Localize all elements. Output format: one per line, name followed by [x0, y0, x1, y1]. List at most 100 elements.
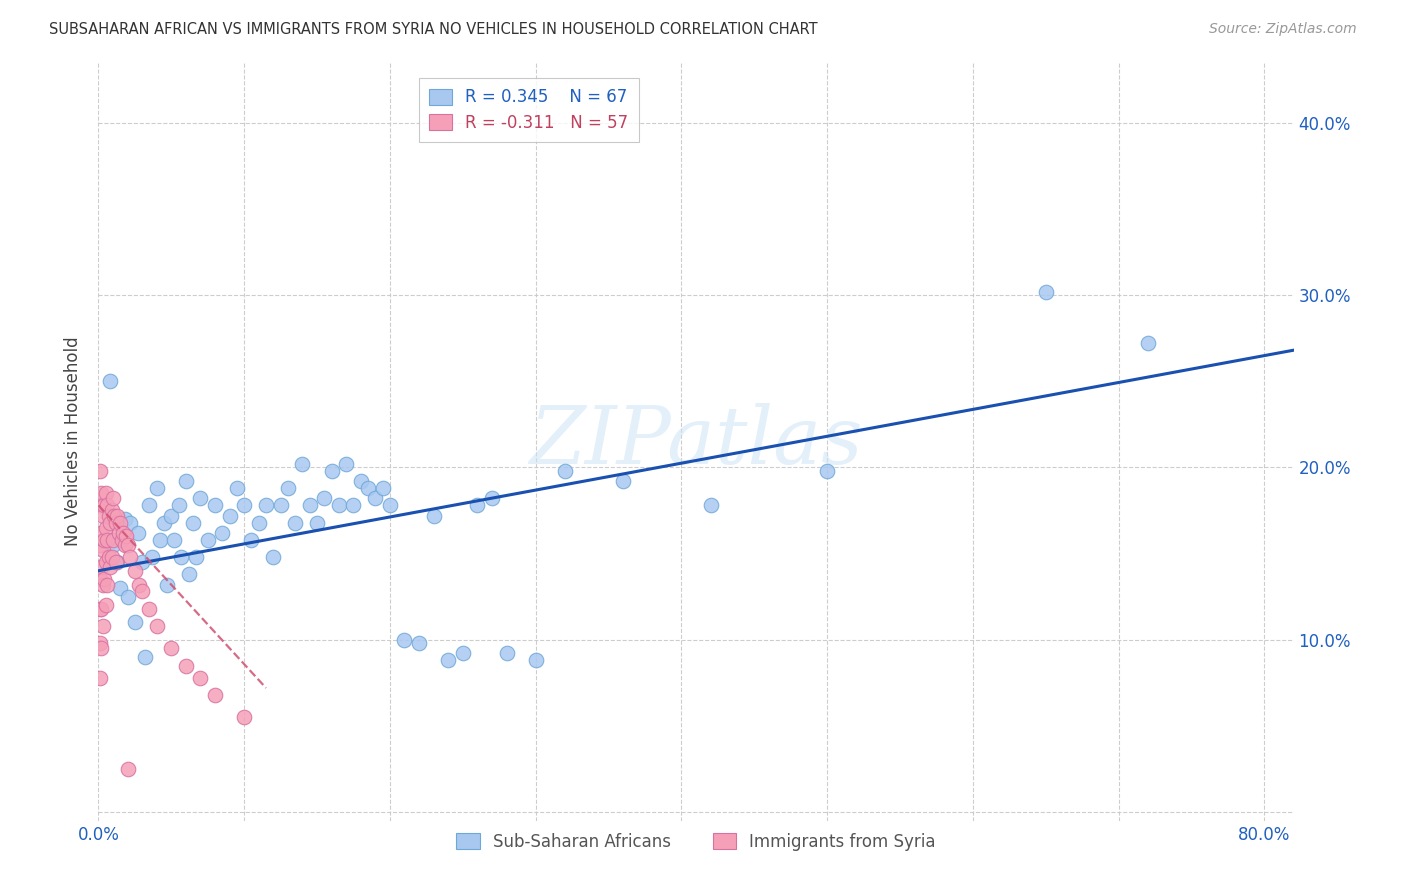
Point [131, 555, 153, 569]
Point [96, 498, 118, 512]
Point [422, 508, 444, 523]
Point [97, 508, 120, 523]
Point [451, 647, 474, 661]
Point [105, 555, 128, 569]
Point [815, 464, 838, 478]
Point [89, 573, 111, 587]
Point [117, 590, 139, 604]
Point [270, 498, 292, 512]
Point [131, 584, 153, 599]
Text: Source: ZipAtlas.com: Source: ZipAtlas.com [1209, 22, 1357, 37]
Point [240, 533, 263, 547]
Point [467, 498, 489, 512]
Point [138, 601, 160, 615]
Point [114, 538, 136, 552]
Point [218, 508, 240, 523]
Point [350, 474, 373, 488]
Point [291, 457, 314, 471]
Y-axis label: No Vehicles in Household: No Vehicles in Household [65, 336, 83, 547]
Point [204, 498, 226, 512]
Point [371, 481, 394, 495]
Point [1136, 336, 1159, 351]
Point [254, 498, 277, 512]
Point [181, 516, 204, 530]
Point [233, 710, 256, 724]
Point [89, 464, 111, 478]
Point [98, 516, 121, 530]
Point [90, 486, 112, 500]
Point [335, 457, 357, 471]
Point [156, 577, 179, 591]
Point [357, 481, 380, 495]
Point [247, 516, 270, 530]
Point [127, 525, 149, 540]
Point [97, 549, 120, 564]
Point [93, 498, 115, 512]
Point [394, 632, 416, 647]
Point [89, 498, 111, 512]
Point [138, 498, 160, 512]
Point [190, 491, 212, 506]
Point [699, 498, 721, 512]
Point [124, 615, 146, 630]
Point [111, 533, 134, 547]
Point [524, 653, 547, 667]
Point [211, 525, 233, 540]
Point [145, 619, 167, 633]
Point [233, 498, 256, 512]
Point [91, 508, 114, 523]
Point [328, 498, 350, 512]
Point [160, 508, 183, 523]
Point [100, 503, 122, 517]
Legend: Sub-Saharan Africans, Immigrants from Syria: Sub-Saharan Africans, Immigrants from Sy… [450, 827, 942, 858]
Point [89, 671, 111, 685]
Point [105, 508, 128, 523]
Point [117, 762, 139, 776]
Point [110, 516, 132, 530]
Point [115, 529, 138, 543]
Point [197, 533, 219, 547]
Point [114, 512, 136, 526]
Point [91, 543, 114, 558]
Point [94, 599, 117, 613]
Point [364, 491, 387, 506]
Point [612, 474, 634, 488]
Point [408, 636, 430, 650]
Point [284, 516, 307, 530]
Point [305, 516, 328, 530]
Text: SUBSAHARAN AFRICAN VS IMMIGRANTS FROM SYRIA NO VEHICLES IN HOUSEHOLD CORRELATION: SUBSAHARAN AFRICAN VS IMMIGRANTS FROM SY… [49, 22, 818, 37]
Point [104, 516, 127, 530]
Point [93, 533, 115, 547]
Point [145, 481, 167, 495]
Point [89, 601, 111, 615]
Point [90, 560, 112, 574]
Point [298, 498, 321, 512]
Point [167, 498, 190, 512]
Point [90, 601, 112, 615]
Point [90, 525, 112, 540]
Point [149, 533, 172, 547]
Point [124, 564, 146, 578]
Point [104, 555, 127, 569]
Point [117, 538, 139, 552]
Point [94, 555, 117, 569]
Point [91, 577, 114, 591]
Point [120, 549, 142, 564]
Point [98, 560, 121, 574]
Point [96, 577, 118, 591]
Point [93, 573, 115, 587]
Point [204, 688, 226, 702]
Point [170, 549, 193, 564]
Point [128, 577, 150, 591]
Point [437, 653, 460, 667]
Point [378, 498, 401, 512]
Point [174, 658, 197, 673]
Point [101, 491, 124, 506]
Point [91, 619, 114, 633]
Point [277, 481, 299, 495]
Point [120, 516, 142, 530]
Point [134, 649, 156, 664]
Point [314, 491, 336, 506]
Point [100, 549, 122, 564]
Text: ZIPatlas: ZIPatlas [529, 403, 863, 480]
